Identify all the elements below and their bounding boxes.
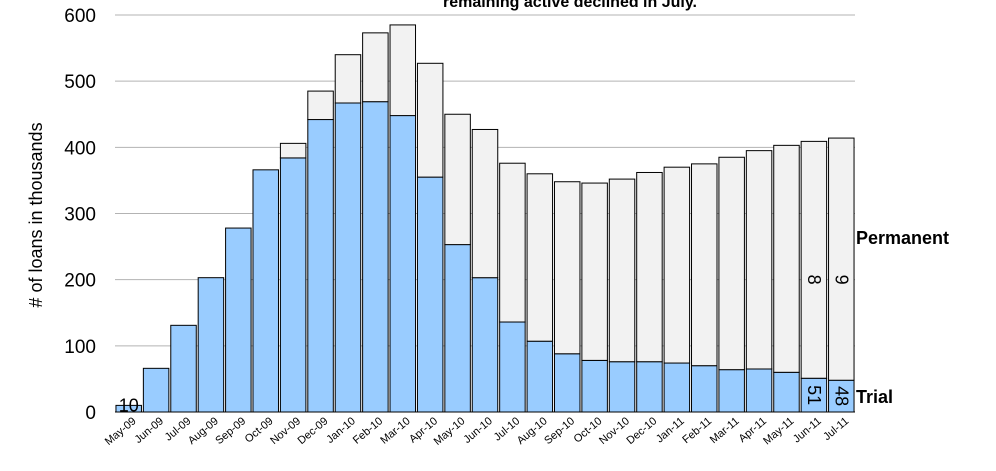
bar-permanent	[636, 171, 663, 363]
bar-trial	[828, 379, 855, 413]
x-tick-label: Nov-10	[597, 415, 632, 447]
bar-permanent	[362, 32, 389, 103]
bar-permanent	[773, 144, 800, 373]
bar-trial	[718, 369, 745, 413]
y-tick-label: 300	[64, 205, 96, 226]
y-tick-label: 400	[64, 138, 96, 159]
x-tick-label: May-09	[103, 415, 139, 448]
bar-trial	[581, 359, 608, 413]
bar-trial	[252, 169, 279, 413]
data-label: 48	[831, 386, 851, 406]
y-axis-ticks: 0 100 200 300 400 500 600	[64, 6, 96, 424]
bar-trial	[553, 353, 581, 413]
bar-permanent	[526, 173, 554, 342]
bar-trial	[526, 340, 554, 413]
bar-trial	[307, 119, 334, 413]
y-tick-label: 200	[64, 271, 96, 292]
x-tick-label: Sep-09	[213, 415, 248, 447]
x-tick-label: May-10	[432, 415, 468, 448]
bar-trial	[197, 277, 225, 413]
bar-trial	[444, 244, 471, 413]
bar-permanent	[581, 182, 608, 361]
bar-trial	[389, 115, 417, 413]
series-label-permanent: Permanent	[856, 228, 949, 248]
data-labels: 10 51 48 8 9	[119, 275, 852, 416]
y-tick-label: 500	[64, 72, 96, 93]
bars	[115, 24, 855, 413]
bar-permanent	[444, 113, 471, 246]
y-tick-label: 600	[64, 6, 96, 27]
bar-trial	[608, 361, 636, 413]
bar-trial	[471, 277, 499, 413]
bar-trial	[636, 361, 663, 413]
bar-trial	[663, 362, 691, 413]
bar-permanent	[499, 162, 526, 323]
bar-trial	[416, 176, 444, 413]
bar-trial	[170, 324, 197, 413]
data-label: 8	[804, 275, 824, 285]
series-label-trial: Trial	[856, 387, 893, 407]
x-tick-label: Jun-10	[461, 415, 494, 446]
x-tick-label: Nov-09	[268, 415, 303, 447]
x-tick-label: Aug-09	[186, 415, 221, 447]
y-tick-label: 100	[64, 337, 96, 358]
bar-trial	[279, 157, 307, 413]
bar-trial	[362, 101, 389, 413]
bar-permanent	[691, 163, 718, 367]
x-tick-label: Mar-11	[708, 415, 742, 446]
y-tick-label: 0	[85, 403, 96, 424]
data-label: 9	[831, 275, 851, 285]
bar-trial	[691, 365, 718, 413]
x-axis-ticks: May-09Jun-09Jul-09Aug-09Sep-09Oct-09Nov-…	[103, 415, 851, 448]
bar-permanent	[553, 181, 581, 355]
x-tick-label: Jun-09	[133, 415, 166, 446]
bar-permanent	[471, 128, 499, 279]
y-axis-label: # of loans in thousands	[26, 122, 46, 307]
x-tick-label: Aug-10	[515, 415, 550, 447]
bar-permanent	[334, 54, 362, 104]
data-label: 10	[119, 395, 139, 415]
x-tick-label: Feb-11	[680, 415, 714, 446]
bar-trial	[142, 367, 170, 413]
bar-trial	[745, 368, 773, 413]
x-tick-label: Mar-10	[378, 415, 412, 447]
bar-permanent	[416, 62, 444, 178]
x-tick-label: Dec-10	[624, 415, 659, 447]
bar-trial	[225, 227, 252, 413]
bar-permanent	[307, 90, 334, 121]
bar-permanent	[828, 137, 855, 381]
bar-permanent	[800, 140, 828, 379]
bar-permanent	[279, 142, 307, 159]
bar-trial	[800, 377, 828, 413]
x-tick-label: May-11	[761, 415, 796, 447]
bar-permanent	[663, 166, 691, 364]
bar-trial	[334, 102, 362, 413]
x-tick-label: Jan-11	[654, 415, 687, 445]
chart-title: remaining active declined in July.	[443, 0, 697, 11]
x-tick-label: Jun-11	[791, 415, 824, 445]
bar-permanent	[608, 178, 636, 363]
data-label: 51	[804, 385, 824, 405]
x-tick-label: Feb-10	[351, 415, 385, 447]
x-tick-label: Sep-10	[542, 415, 577, 447]
bar-permanent	[389, 24, 417, 117]
bar-permanent	[745, 150, 773, 370]
bar-permanent	[718, 156, 745, 371]
bar-trial	[773, 371, 800, 413]
bar-trial	[499, 321, 526, 413]
x-tick-label: Jul-11	[821, 415, 851, 443]
x-tick-label: Dec-09	[296, 415, 331, 447]
